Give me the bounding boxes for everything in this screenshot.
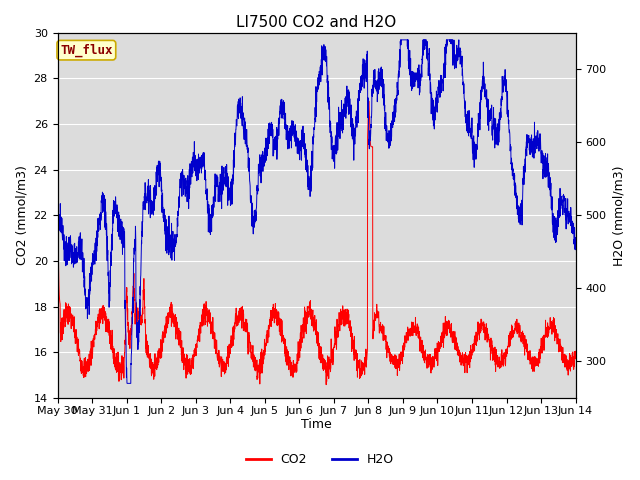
Y-axis label: H2O (mmol/m3): H2O (mmol/m3) [612,165,625,265]
Title: LI7500 CO2 and H2O: LI7500 CO2 and H2O [236,15,397,30]
Legend: CO2, H2O: CO2, H2O [241,448,399,471]
Y-axis label: CO2 (mmol/m3): CO2 (mmol/m3) [15,165,28,265]
X-axis label: Time: Time [301,419,332,432]
Text: TW_flux: TW_flux [60,44,113,57]
